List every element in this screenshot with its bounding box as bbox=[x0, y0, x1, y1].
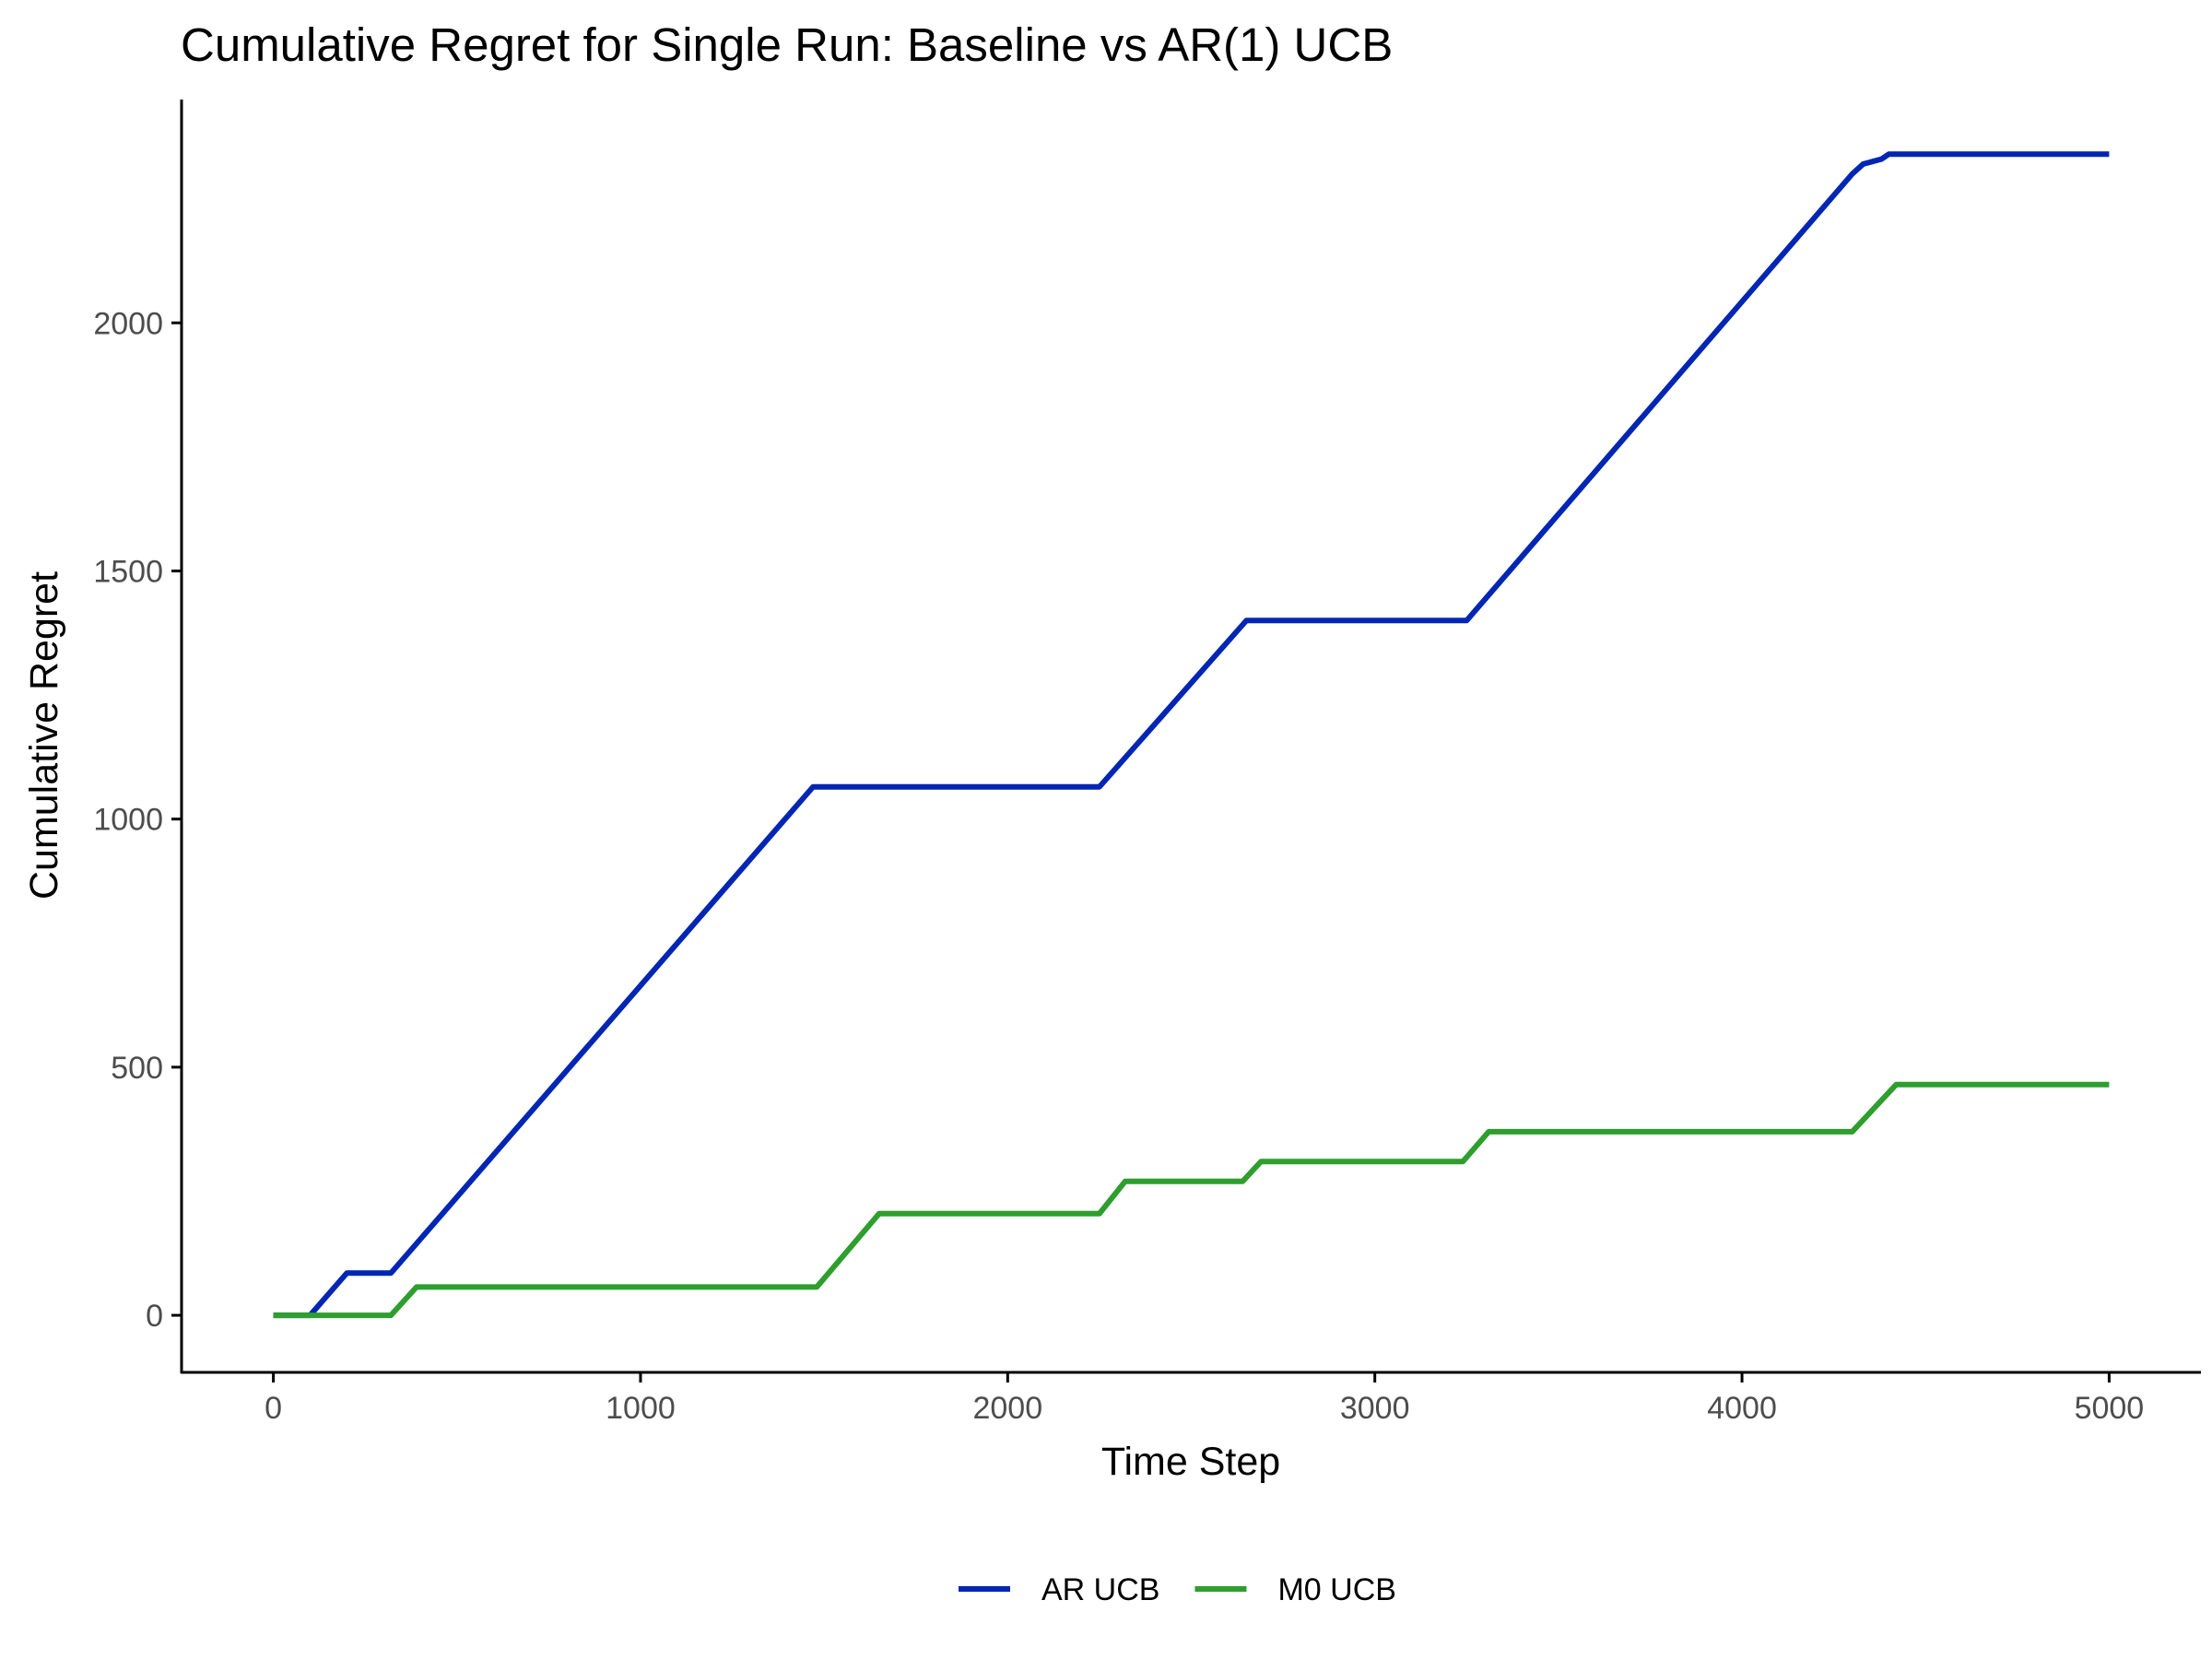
x-tick-label: 2000 bbox=[972, 1391, 1042, 1426]
series-layer bbox=[273, 151, 2110, 1319]
y-tick-label: 2000 bbox=[93, 306, 163, 341]
series-line-m0-ucb bbox=[273, 1081, 2110, 1319]
x-axis-ticks: 0 1000 2000 3000 4000 5000 bbox=[265, 1372, 2144, 1426]
x-tick-label: 1000 bbox=[606, 1391, 676, 1426]
y-axis-title: Cumulative Regret bbox=[22, 571, 66, 900]
x-tick-label: 0 bbox=[265, 1391, 282, 1426]
chart-title: Cumulative Regret for Single Run: Baseli… bbox=[181, 18, 1393, 71]
y-axis-ticks: 0 500 1000 1500 2000 bbox=[93, 306, 182, 1334]
x-tick-label: 4000 bbox=[1707, 1391, 1777, 1426]
plot-area: 0 1000 2000 3000 4000 5000 0 500 1000 1500 2000 bbox=[93, 100, 2201, 1426]
y-tick-label: 1000 bbox=[93, 803, 163, 838]
x-axis-title: Time Step bbox=[1101, 1440, 1280, 1484]
y-tick-label: 500 bbox=[111, 1051, 163, 1086]
series-line-ar-ucb bbox=[273, 151, 2110, 1319]
legend-label-m0-ucb: M0 UCB bbox=[1277, 1572, 1395, 1607]
x-tick-label: 3000 bbox=[1340, 1391, 1410, 1426]
legend-label-ar-ucb: AR UCB bbox=[1041, 1572, 1159, 1607]
x-tick-label: 5000 bbox=[2075, 1391, 2145, 1426]
legend: AR UCB M0 UCB bbox=[959, 1572, 1396, 1607]
y-tick-label: 0 bbox=[146, 1299, 163, 1334]
y-tick-label: 1500 bbox=[93, 554, 163, 589]
